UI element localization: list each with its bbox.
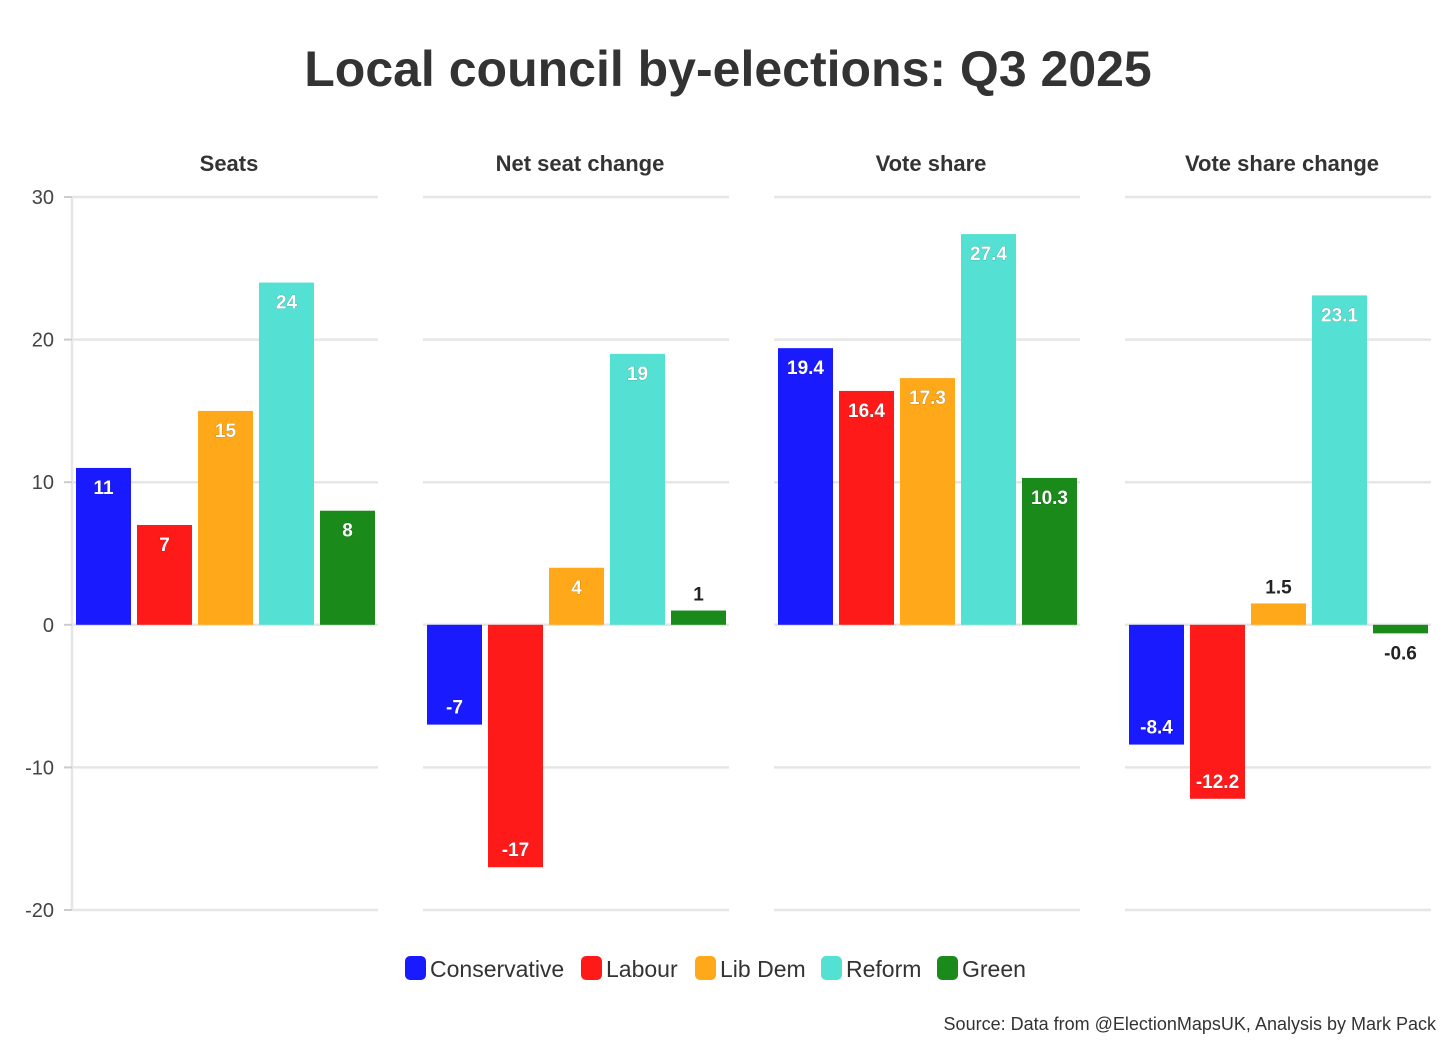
data-label: 8 — [342, 521, 353, 542]
panel-vote-share: Vote share 19.4 16.4 17.3 27.4 10.3 — [774, 151, 1080, 912]
data-label: -7 — [446, 698, 463, 719]
data-label: 1.5 — [1265, 577, 1292, 598]
legend-swatch — [405, 956, 426, 980]
chart-title: Local council by-elections: Q3 2025 — [304, 41, 1152, 97]
data-label: 15 — [215, 421, 237, 442]
bar-conservative — [1129, 624, 1184, 745]
bar-conservative — [427, 624, 482, 725]
panel-net-seat-change: Net seat change -7 -17 4 19 1 — [423, 151, 729, 912]
bar-labour — [1190, 624, 1245, 799]
bar-labour — [839, 390, 894, 625]
data-label: 16.4 — [848, 401, 885, 422]
data-label: 24 — [276, 293, 298, 314]
legend-item-labour: Labour — [581, 956, 678, 982]
panel-seats: Seats 11 7 15 24 8 — [72, 151, 378, 912]
data-label: 19 — [627, 364, 648, 385]
data-label: 10.3 — [1031, 488, 1068, 509]
data-label: -17 — [502, 840, 529, 861]
bar-green — [671, 610, 726, 625]
bar-lib-dem — [198, 410, 253, 625]
legend-label: Labour — [606, 956, 678, 982]
legend-item-lib-dem: Lib Dem — [695, 956, 806, 982]
bar-conservative — [778, 348, 833, 625]
y-tick-label: 30 — [32, 187, 54, 209]
bar-reform — [961, 234, 1016, 625]
panel-title: Seats — [200, 151, 259, 176]
legend-label: Green — [962, 956, 1026, 982]
panels: Seats 11 7 15 24 8 Net seat change -7 -17 4 19 1 Vot… — [72, 151, 1431, 912]
data-label: 7 — [159, 535, 170, 556]
bar-reform — [610, 353, 665, 625]
y-tick-label: 0 — [43, 615, 54, 637]
y-tick-label: 10 — [32, 472, 54, 494]
bar-conservative — [76, 467, 131, 625]
panel-title: Vote share — [876, 151, 987, 176]
data-label: 23.1 — [1321, 305, 1358, 326]
bar-lib-dem — [549, 567, 604, 625]
bar-lib-dem — [900, 378, 955, 625]
bar-green — [1373, 624, 1428, 634]
legend-swatch — [695, 956, 716, 980]
panel-title: Net seat change — [496, 151, 665, 176]
y-tick-label: -10 — [25, 757, 54, 779]
legend-label: Conservative — [430, 956, 564, 982]
bar-green — [320, 510, 375, 625]
data-label: -8.4 — [1140, 718, 1173, 739]
data-label: 4 — [571, 578, 582, 599]
bar-labour — [488, 624, 543, 868]
data-label: -0.6 — [1384, 643, 1417, 664]
legend-label: Reform — [846, 956, 921, 982]
y-tick-label: -20 — [25, 900, 54, 922]
legend-swatch — [821, 956, 842, 980]
bar-reform — [259, 282, 314, 625]
data-label: 27.4 — [970, 244, 1007, 265]
panel-title: Vote share change — [1185, 151, 1379, 176]
legend-swatch — [581, 956, 602, 980]
bar-green — [1022, 477, 1077, 625]
legend-item-conservative: Conservative — [405, 956, 564, 982]
legend: Conservative Labour Lib Dem Reform Green — [405, 956, 1026, 982]
source-note: Source: Data from @ElectionMapsUK, Analy… — [944, 1014, 1437, 1034]
legend-item-green: Green — [937, 956, 1026, 982]
legend-swatch — [937, 956, 958, 980]
data-label: 1 — [693, 585, 704, 606]
data-label: 19.4 — [787, 358, 824, 379]
y-axis: 30 20 10 0 -10 -20 — [25, 187, 74, 922]
data-label: -12.2 — [1196, 772, 1239, 793]
y-tick-label: 20 — [32, 330, 54, 352]
bar-lib-dem — [1251, 603, 1306, 625]
panel-vote-share-change: Vote share change -8.4 -12.2 1.5 23.1 -0.6 — [1125, 151, 1431, 912]
bar-labour — [137, 524, 192, 625]
legend-item-reform: Reform — [821, 956, 921, 982]
data-label: 11 — [93, 478, 114, 499]
data-label: 17.3 — [909, 388, 946, 409]
bar-reform — [1312, 295, 1367, 625]
legend-label: Lib Dem — [720, 956, 806, 982]
